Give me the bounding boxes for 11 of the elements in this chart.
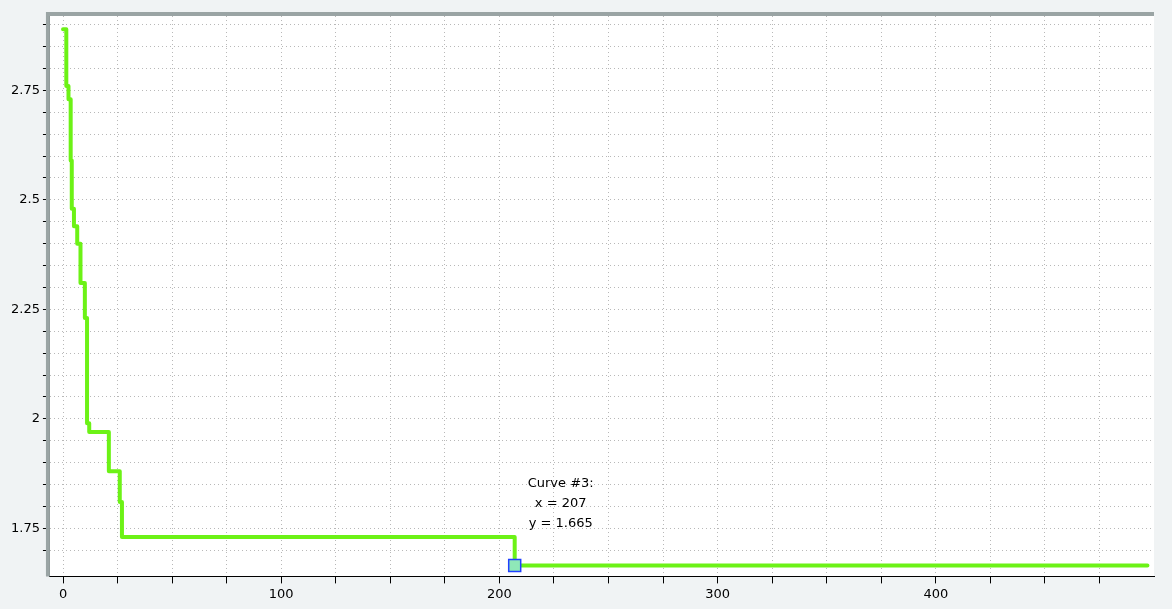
x-tick-label: 0: [58, 585, 68, 601]
x-tick-label: 300: [705, 585, 731, 601]
y-tick-label: 2.75: [10, 81, 40, 97]
x-tick-label: 100: [268, 585, 294, 601]
x-tick-label: 200: [487, 585, 512, 601]
y-tick-label: 2.5: [19, 191, 40, 207]
y-tick-label: 2.25: [10, 300, 40, 316]
annotation: Curve #3: x = 207 y = 1.665: [527, 475, 594, 531]
x-tick-label: 400: [923, 585, 949, 601]
y-tick-label: 1.75: [10, 519, 40, 535]
y-tick-label: 2: [31, 410, 40, 426]
